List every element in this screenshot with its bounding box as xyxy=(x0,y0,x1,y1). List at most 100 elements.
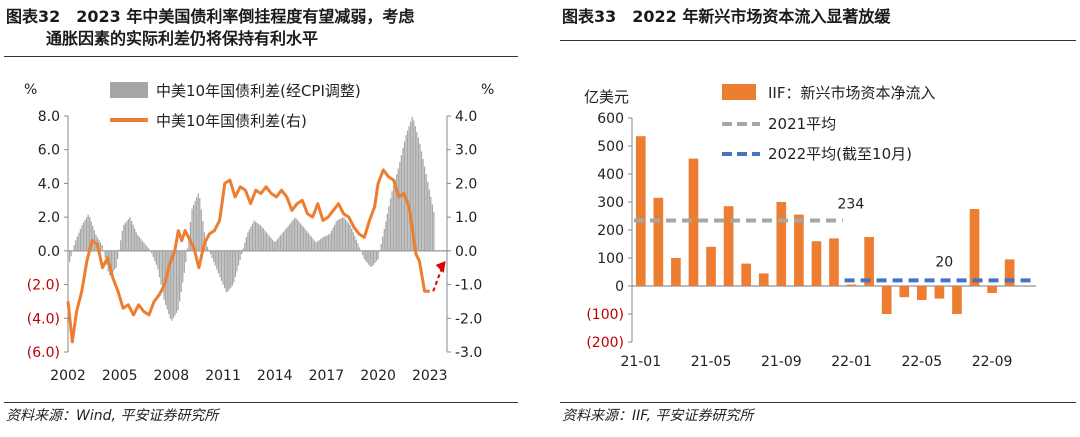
real-spread-bar xyxy=(174,250,176,316)
real-spread-bar xyxy=(85,217,88,251)
real-spread-bar xyxy=(118,249,120,251)
legend-bar-label: IIF：新兴市场资本净流入 xyxy=(768,84,935,102)
avg-2021-label: 234 xyxy=(838,196,865,212)
real-spread-bar xyxy=(73,244,75,251)
right-tick-label: 4.0 xyxy=(455,109,477,125)
real-spread-bar xyxy=(112,250,114,272)
real-spread-bar xyxy=(391,191,393,251)
real-spread-bar xyxy=(200,209,202,251)
real-spread-bar xyxy=(428,189,430,251)
real-spread-bar xyxy=(138,236,140,251)
real-spread-bar xyxy=(276,239,278,251)
capital-flow-bar xyxy=(934,286,945,299)
real-spread-bar xyxy=(228,250,230,290)
real-spread-bar xyxy=(392,185,395,251)
real-spread-bar xyxy=(210,250,212,255)
left-tick-label: (4.0) xyxy=(27,311,60,327)
real-spread-bar xyxy=(154,250,156,261)
capital-flow-bar xyxy=(969,209,980,286)
real-spread-bar xyxy=(222,250,224,285)
left-source-rule xyxy=(4,402,518,403)
real-spread-bar xyxy=(82,222,85,251)
real-spread-bar xyxy=(285,227,288,251)
left-source: 资料来源：Wind, 平安证券研究所 xyxy=(6,408,219,424)
y-tick-label: 200 xyxy=(597,223,624,239)
real-spread-bar xyxy=(310,236,313,251)
real-spread-bar xyxy=(216,250,218,270)
real-spread-bar xyxy=(420,151,423,251)
right-tick-label: 1.0 xyxy=(455,210,477,226)
y-tick-label: 300 xyxy=(597,195,624,211)
real-spread-bar xyxy=(321,237,323,251)
capital-flow-bar xyxy=(758,273,769,286)
real-spread-bar xyxy=(287,225,289,251)
real-spread-bar xyxy=(317,241,319,251)
real-spread-bar xyxy=(416,131,418,251)
real-spread-bar xyxy=(402,148,404,251)
real-spread-bar xyxy=(217,250,220,274)
real-spread-bar xyxy=(358,247,361,251)
real-spread-bar xyxy=(433,212,435,251)
real-spread-bar xyxy=(169,250,171,319)
left-panel: 图表32 2023 年中美国债利率倒挂程度有望减弱，考虑 通胀因素的实际利差仍将保… xyxy=(0,0,522,437)
left-tick-label: 4.0 xyxy=(38,176,60,192)
real-spread-bar xyxy=(104,250,106,258)
capital-flow-bar xyxy=(706,246,716,286)
real-spread-bar xyxy=(126,220,128,251)
x-tick-label: 22-09 xyxy=(972,354,1013,370)
real-spread-bar xyxy=(334,224,336,251)
real-spread-bar xyxy=(306,231,308,251)
real-spread-bar xyxy=(168,250,170,315)
real-spread-bar xyxy=(144,244,147,251)
real-spread-bar xyxy=(349,225,351,251)
real-spread-bar xyxy=(354,236,356,251)
real-spread-bar xyxy=(422,158,424,251)
left-chart-svg: 8.0 6.0 4.0 2.0 0.0 (2.0) (4.0) (6.0) 4.0 3.0 2.0 1… xyxy=(24,82,494,384)
legend-bar-label: 中美10年国债利差(经CPI调整) xyxy=(156,82,361,100)
real-spread-bar xyxy=(227,250,229,292)
real-spread-bar xyxy=(149,250,151,251)
real-spread-bar xyxy=(265,232,268,251)
real-spread-bar xyxy=(338,219,340,251)
real-spread-bar xyxy=(68,250,71,263)
real-spread-bar xyxy=(363,250,365,259)
real-spread-bar xyxy=(348,223,350,251)
real-spread-bar xyxy=(191,208,193,251)
real-spread-bar xyxy=(140,238,142,251)
real-spread-bar xyxy=(365,250,367,261)
left-tick-label: 2.0 xyxy=(38,210,60,226)
x-tick-label: 21-09 xyxy=(761,354,802,370)
real-spread-bar xyxy=(340,218,342,251)
real-spread-bar xyxy=(261,226,263,251)
real-spread-bar xyxy=(87,214,89,251)
real-spread-bar xyxy=(307,232,309,251)
real-spread-bar xyxy=(351,228,353,251)
real-spread-bar xyxy=(270,238,272,251)
real-spread-bar xyxy=(372,250,375,265)
real-spread-bar xyxy=(272,239,274,251)
capital-flow-bar xyxy=(671,258,681,286)
real-spread-bar xyxy=(121,230,123,251)
real-spread-bar xyxy=(81,225,83,251)
real-spread-bar xyxy=(177,250,179,311)
real-spread-bar xyxy=(267,234,269,251)
real-spread-bar xyxy=(194,201,196,251)
real-spread-bar xyxy=(129,217,131,251)
real-spread-bar xyxy=(161,250,164,293)
real-spread-bar xyxy=(185,250,187,262)
spread-line xyxy=(66,168,430,344)
x-tick-label: 2017 xyxy=(309,368,345,384)
x-tick-label: 2014 xyxy=(257,368,293,384)
real-spread-bar xyxy=(233,250,235,283)
real-spread-bar xyxy=(70,250,72,257)
real-spread-bar xyxy=(396,174,398,251)
real-spread-bar xyxy=(132,224,134,251)
legend-avg2022-label: 2022平均(截至10月) xyxy=(768,145,912,163)
right-chart-title: 图表33 2022 年新兴市场资本流入显著放缓 xyxy=(562,7,891,26)
real-spread-bar xyxy=(205,242,207,251)
real-spread-bar xyxy=(123,224,125,251)
right-source: 资料来源：IIF, 平安证券研究所 xyxy=(562,408,754,424)
left-tick-label: 8.0 xyxy=(38,109,60,125)
real-spread-bar xyxy=(223,250,226,289)
real-spread-bar xyxy=(262,228,264,251)
